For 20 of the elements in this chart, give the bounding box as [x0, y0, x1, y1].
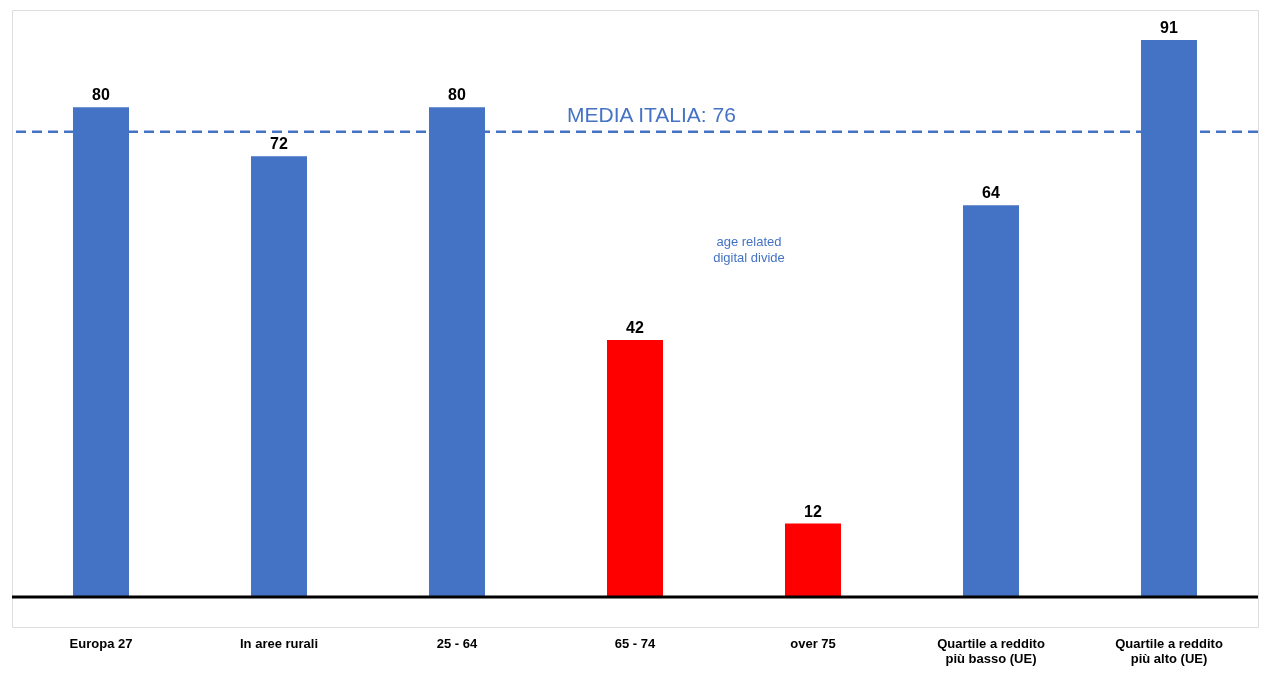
ref-line-label: MEDIA ITALIA: 76	[567, 102, 736, 126]
data-label: 72	[270, 135, 288, 153]
data-label: 80	[448, 86, 466, 104]
data-label: 42	[626, 318, 644, 336]
x-tick-label: Europa 27	[69, 635, 133, 651]
data-label: 91	[1160, 19, 1178, 36]
x-tick-label: In aree rurali	[239, 635, 319, 651]
bar	[963, 205, 1019, 597]
x-tick-label: over 75	[790, 635, 836, 651]
annotation: age related digital divide	[713, 234, 785, 265]
data-label: 64	[982, 184, 1000, 202]
data-label: 12	[804, 502, 822, 520]
x-tick-label: 65 - 74	[614, 635, 656, 651]
bar	[251, 156, 307, 597]
bar	[607, 339, 663, 597]
x-tick-label: 25 - 64	[436, 635, 478, 651]
x-tick-label: Quartile a reddito più alto (UE)	[1115, 635, 1223, 666]
data-label: 80	[92, 86, 110, 104]
bar	[785, 523, 841, 597]
x-tick-label: Quartile a reddito più basso (UE)	[937, 635, 1045, 666]
